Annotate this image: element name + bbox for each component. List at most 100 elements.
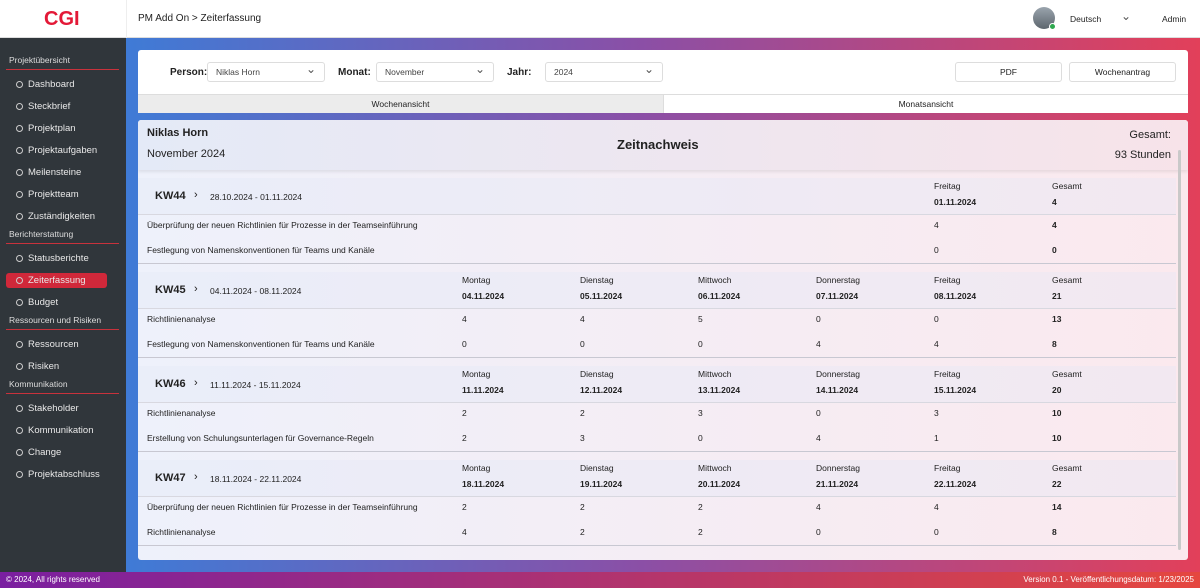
week-number: KW46 [155, 378, 186, 390]
day-name: Dienstag [580, 463, 614, 473]
week-total: 21 [1052, 291, 1062, 301]
week-header-bg [138, 178, 1176, 214]
day-name: Mittwoch [698, 275, 732, 285]
status-dot [1049, 23, 1056, 30]
day-name: Donnerstag [816, 369, 860, 379]
logo[interactable]: CGI [44, 8, 80, 30]
hours: 4 [934, 502, 939, 512]
nav-item[interactable]: Statusberichte [6, 251, 107, 266]
timesheet-card: Niklas Horn November 2024 Zeitnachweis G… [138, 120, 1188, 560]
day-date: 19.11.2024 [580, 479, 623, 489]
language[interactable]: Deutsch [1070, 14, 1102, 24]
year-select[interactable]: 2024 [545, 60, 663, 82]
week-expand[interactable]: › [194, 283, 198, 295]
day-name: Donnerstag [816, 463, 860, 473]
nav-item[interactable]: Stakeholder [6, 401, 107, 416]
pdf-button[interactable]: PDF [955, 62, 1062, 82]
scrollbar[interactable] [1178, 150, 1181, 550]
request-button[interactable]: Wochenantrag [1069, 62, 1176, 82]
nav-item[interactable]: Dashboard [6, 77, 107, 92]
nav-item[interactable]: Ressourcen [6, 337, 107, 352]
section-title: Ressourcen und Risiken [9, 315, 102, 325]
hours: 2 [580, 408, 585, 418]
hours: 0 [816, 314, 821, 324]
tab-week[interactable]: Wochenansicht [138, 94, 663, 113]
task-name: Festlegung von Namenskonventionen für Te… [147, 339, 375, 349]
day-date: 05.11.2024 [580, 291, 623, 301]
task-name: Richtlinienanalyse [147, 408, 216, 418]
summary-name: Niklas Horn [147, 127, 209, 139]
breadcrumb: PM Add On > Zeiterfassung [138, 13, 262, 24]
section-divider [6, 393, 119, 394]
summary-total: 93 Stunden [1114, 149, 1171, 161]
nav-item[interactable]: Budget [6, 295, 107, 310]
day-date: 04.11.2024 [462, 291, 505, 301]
week-range: 28.10.2024 - 01.11.2024 [210, 192, 303, 202]
nav-item[interactable]: Projektplan [6, 121, 107, 136]
hours: 4 [934, 339, 939, 349]
nav-item[interactable]: Meilensteine [6, 165, 107, 180]
nav-item[interactable]: Zuständigkeiten [6, 209, 107, 224]
total-label: Gesamt [1052, 463, 1082, 473]
nav-item[interactable]: Change [6, 445, 107, 460]
person-select[interactable]: Niklas Horn [207, 60, 325, 82]
total-label: Gesamt [1052, 369, 1082, 379]
day-date: 13.11.2024 [698, 385, 741, 395]
nav-item[interactable]: Kommunikation [6, 423, 107, 438]
week-header-bg [138, 460, 1176, 496]
hours: 0 [934, 245, 939, 255]
week-range: 11.11.2024 - 15.11.2024 [210, 380, 301, 390]
request-button-label[interactable]: Wochenantrag [1094, 67, 1151, 77]
pdf-button-label[interactable]: PDF [1000, 67, 1017, 77]
hours: 3 [698, 408, 703, 418]
day-date: 21.11.2024 [816, 479, 859, 489]
row-divider [138, 496, 1176, 497]
hours: 4 [816, 433, 821, 443]
row-total: 10 [1052, 408, 1062, 418]
user[interactable]: Admin [1162, 14, 1187, 24]
day-name: Dienstag [580, 369, 614, 379]
day-name: Freitag [934, 181, 961, 191]
nav-item[interactable]: Risiken [6, 359, 107, 374]
task-name: Festlegung von Namenskonventionen für Te… [147, 245, 375, 255]
week-divider [138, 545, 1176, 546]
week-expand[interactable]: › [194, 189, 198, 201]
month-select[interactable]: November [376, 60, 494, 82]
section-title: Kommunikation [9, 379, 68, 389]
nav-item[interactable]: Steckbrief [6, 99, 107, 114]
tab-month-label[interactable]: Monatsansicht [898, 99, 954, 109]
hours: 0 [816, 527, 821, 537]
hours: 4 [580, 314, 585, 324]
main: Person: Niklas Horn Monat: November Jahr… [126, 38, 1200, 572]
day-name: Freitag [934, 275, 961, 285]
row-divider [138, 308, 1176, 309]
nav-item[interactable]: Projektteam [6, 187, 107, 202]
hours: 2 [698, 527, 703, 537]
hours: 0 [698, 339, 703, 349]
nav-item[interactable]: Zeiterfassung [6, 273, 107, 288]
nav-item[interactable]: Projektabschluss [6, 467, 107, 482]
week-expand[interactable]: › [194, 471, 198, 483]
tab-week-label[interactable]: Wochenansicht [371, 99, 430, 109]
week-number: KW47 [155, 472, 186, 484]
language-chevron[interactable]: ⌄ [1121, 9, 1132, 23]
week-expand[interactable]: › [194, 377, 198, 389]
section-title: Projektübersicht [9, 55, 70, 65]
total-label: Gesamt [1052, 275, 1082, 285]
section-divider [6, 329, 119, 330]
nav-item[interactable]: Projektaufgaben [6, 143, 107, 158]
week-divider [138, 263, 1176, 264]
hours: 4 [816, 502, 821, 512]
hours: 2 [580, 502, 585, 512]
hours: 1 [934, 433, 939, 443]
divider [126, 0, 127, 38]
day-name: Montag [462, 369, 491, 379]
task-name: Erstellung von Schulungsunterlagen für G… [147, 433, 374, 443]
week-header-bg [138, 272, 1176, 308]
day-name: Montag [462, 463, 491, 473]
day-date: 20.11.2024 [698, 479, 741, 489]
row-divider [138, 214, 1176, 215]
hours: 4 [462, 314, 467, 324]
section-title: Berichterstattung [9, 229, 74, 239]
tab-month[interactable]: Monatsansicht [663, 94, 1188, 113]
